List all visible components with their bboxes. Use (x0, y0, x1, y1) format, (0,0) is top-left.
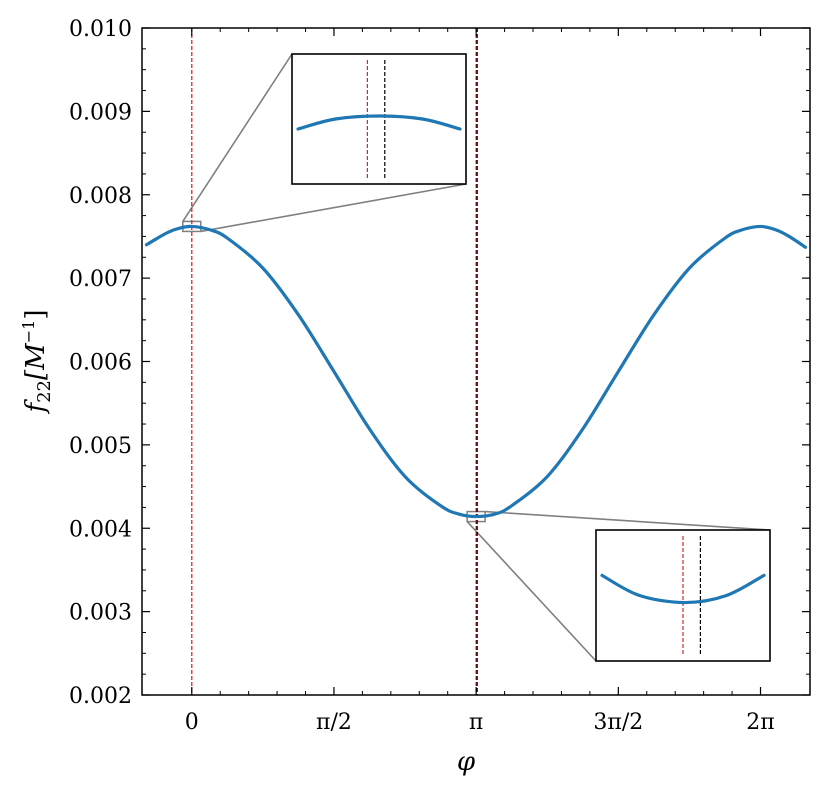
y-tick-label-5: 0.007 (69, 267, 132, 292)
y-axis-label-unit-open: [M (21, 342, 51, 380)
x-axis-label: φ (457, 747, 476, 777)
y-axis-label-unit-sup: −1 (19, 320, 38, 344)
y-axis-label-sub: 22 (34, 380, 55, 403)
inset-curve-0 (296, 114, 462, 131)
inset-connector-a-1 (485, 510, 771, 531)
series-line-0 (144, 224, 808, 519)
y-tick-label-6: 0.008 (69, 184, 132, 209)
inset-connector-b-1 (466, 521, 597, 662)
inset-connector-b-0 (200, 183, 467, 233)
x-tick-label-1: π/2 (316, 710, 352, 735)
inset-1 (595, 529, 771, 662)
x-tick-label-0: 0 (185, 710, 199, 735)
x-tick-label-2: π (469, 710, 483, 735)
y-tick-label-2: 0.004 (69, 517, 132, 542)
inset-frame-0 (291, 53, 467, 185)
y-tick-label-0: 0.002 (69, 684, 132, 709)
y-tick-label-7: 0.009 (69, 100, 132, 125)
inset-0 (291, 53, 467, 185)
inset-connectors (182, 53, 771, 662)
y-axis-label-unit-close: ] (21, 309, 51, 319)
insets (291, 53, 771, 662)
y-tick-label-8: 0.010 (69, 17, 132, 42)
x-tick-label-3: 3π/2 (593, 710, 643, 735)
inset-curve-1 (600, 573, 766, 605)
y-tick-label-1: 0.003 (69, 601, 132, 626)
y-tick-label-4: 0.006 (69, 351, 132, 376)
ticks: 0 π/2 π 3π/2 2π 0.002 0.003 0.004 0.005 0.006 0.00… (69, 17, 810, 735)
inset-connector-a-0 (182, 53, 293, 222)
x-tick-label-4: 2π (746, 710, 774, 735)
y-tick-label-3: 0.005 (69, 434, 132, 459)
plot-area (144, 28, 808, 695)
